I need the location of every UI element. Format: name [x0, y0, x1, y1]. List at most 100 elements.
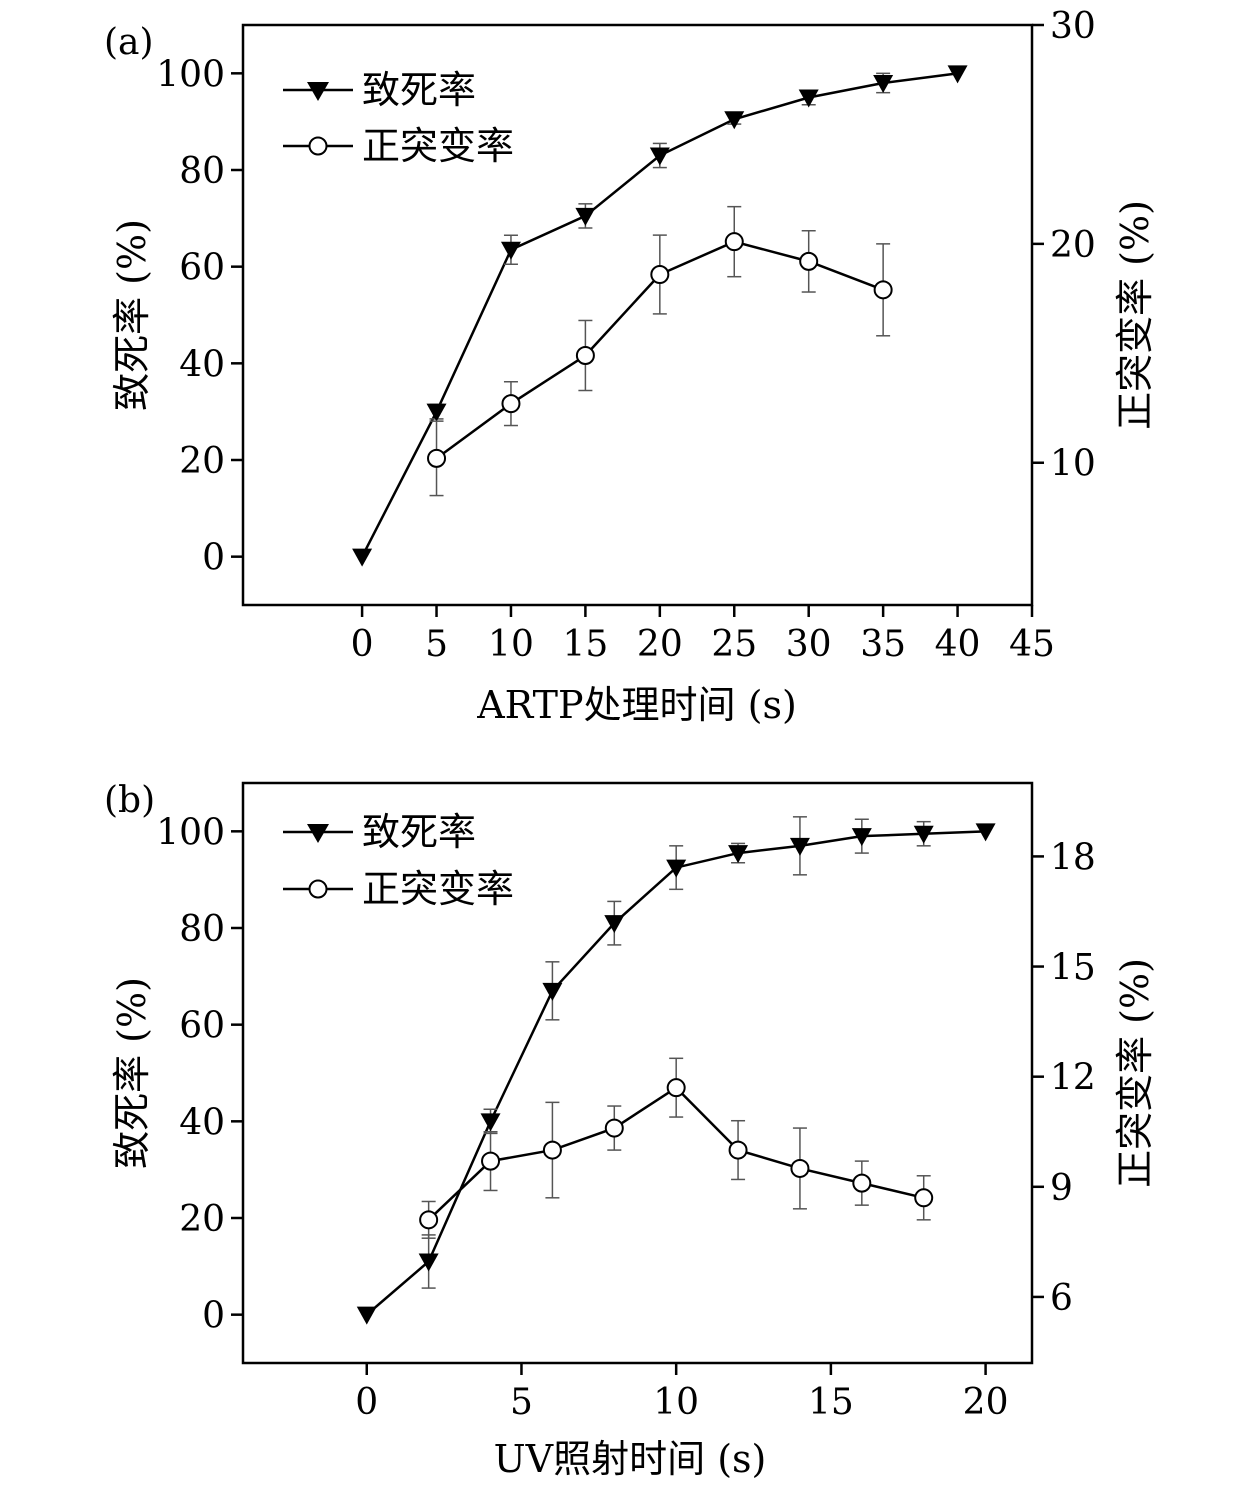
data-point [798, 89, 819, 108]
x-tick-label: 10 [488, 624, 534, 665]
y2-tick-label: 15 [1050, 948, 1096, 989]
data-point [975, 823, 996, 842]
legend-marker-lethality [307, 824, 329, 843]
x-tick-label: 40 [935, 624, 981, 665]
y-axis-right: 6 9 12 15 18 [1032, 837, 1096, 1319]
data-point [790, 1158, 810, 1178]
y2-tick-label: 30 [1050, 6, 1096, 47]
legend: 致死率 正突变率 [283, 810, 514, 911]
y-tick-label: 100 [156, 54, 225, 95]
data-point [649, 147, 670, 166]
y-tick-label: 20 [179, 441, 225, 482]
y-tick-label: 40 [179, 344, 225, 385]
data-point [418, 1253, 439, 1272]
y-tick-label: 40 [179, 1102, 225, 1143]
data-point [852, 1173, 872, 1193]
data-point [480, 1113, 501, 1132]
x-tick-label: 10 [653, 1382, 699, 1423]
data-point [728, 845, 749, 864]
legend-label-lethality: 致死率 [362, 68, 476, 112]
y-axis-right: 10 20 30 [1032, 6, 1096, 485]
y-axis-title-right: 正突变率 (%) [1113, 200, 1157, 430]
data-point [604, 1118, 624, 1138]
series-mutation [419, 1057, 934, 1239]
x-axis: 0 5 10 15 20 [355, 1363, 1008, 1423]
legend-label-mutation: 正突变率 [362, 867, 514, 911]
plot-frame [241, 781, 1034, 1365]
panel-label: (b) [104, 780, 155, 821]
data-point [500, 241, 521, 260]
y2-tick-label: 9 [1050, 1168, 1073, 1209]
x-axis-title: UV照射时间 (s) [494, 1437, 767, 1481]
x-axis: 0 5 10 15 20 25 30 35 40 45 [351, 605, 1055, 665]
series-lethality [352, 65, 968, 567]
x-axis-title: ARTP处理时间 (s) [476, 683, 797, 727]
y-tick-label: 0 [202, 538, 225, 579]
data-point [427, 448, 447, 468]
panel-b: (b) 0 20 40 60 80 100 6 9 12 15 18 0 5 10 15 20 致死率 正… [104, 780, 1157, 1481]
y2-tick-label: 20 [1050, 225, 1096, 266]
data-point [873, 280, 893, 300]
data-point [650, 265, 670, 285]
data-point [575, 207, 596, 226]
data-point [728, 1140, 748, 1160]
x-tick-label: 0 [355, 1382, 378, 1423]
x-tick-label: 20 [637, 624, 683, 665]
legend-marker-lethality [307, 82, 329, 101]
data-point [947, 65, 968, 84]
y-axis-title-left: 致死率 (%) [110, 219, 154, 411]
y-tick-label: 60 [179, 248, 225, 289]
y-axis-left: 0 20 40 60 80 100 [156, 54, 243, 579]
x-tick-label: 15 [562, 624, 608, 665]
y-axis-title-left: 致死率 (%) [110, 977, 154, 1169]
x-tick-label: 35 [860, 624, 906, 665]
y2-tick-label: 18 [1050, 837, 1096, 878]
legend-marker-mutation [308, 136, 328, 156]
data-point [851, 828, 872, 847]
data-point [873, 75, 894, 93]
data-point [799, 251, 819, 271]
x-tick-label: 5 [510, 1382, 533, 1423]
series-layer [352, 65, 968, 567]
y-axis-title-right: 正突变率 (%) [1113, 958, 1157, 1188]
data-point [426, 403, 447, 422]
y-tick-label: 60 [179, 1006, 225, 1047]
plot-frame [241, 23, 1034, 607]
x-tick-label: 0 [351, 624, 374, 665]
data-point [913, 825, 934, 844]
data-point [501, 394, 521, 414]
data-point [419, 1210, 439, 1230]
legend-label-lethality: 致死率 [362, 810, 476, 854]
series-mutation [427, 205, 893, 497]
data-point [666, 1078, 686, 1098]
y2-tick-label: 10 [1050, 444, 1096, 485]
y-tick-label: 20 [179, 1199, 225, 1240]
data-point [666, 859, 687, 878]
x-tick-label: 25 [711, 624, 757, 665]
data-point [542, 1140, 562, 1160]
y2-tick-label: 6 [1050, 1278, 1073, 1319]
legend: 致死率 正突变率 [283, 68, 514, 168]
data-point [481, 1151, 501, 1171]
data-point [724, 111, 745, 130]
data-point [542, 982, 563, 1001]
data-point [575, 345, 595, 365]
x-tick-label: 5 [425, 624, 448, 665]
x-tick-label: 45 [1009, 624, 1055, 665]
series-lethality [356, 816, 996, 1325]
data-point [789, 837, 810, 856]
legend-marker-mutation [308, 879, 328, 899]
data-point [604, 915, 625, 934]
y-tick-label: 80 [179, 909, 225, 950]
data-point [914, 1188, 934, 1208]
x-tick-label: 30 [786, 624, 832, 665]
y-tick-label: 0 [202, 1296, 225, 1337]
y2-tick-label: 12 [1050, 1058, 1096, 1099]
y-tick-label: 80 [179, 151, 225, 192]
y-axis-left: 0 20 40 60 80 100 [156, 812, 243, 1337]
data-point [356, 1306, 377, 1325]
x-tick-label: 20 [963, 1382, 1009, 1423]
y-tick-label: 100 [156, 812, 225, 853]
data-point [724, 232, 744, 252]
